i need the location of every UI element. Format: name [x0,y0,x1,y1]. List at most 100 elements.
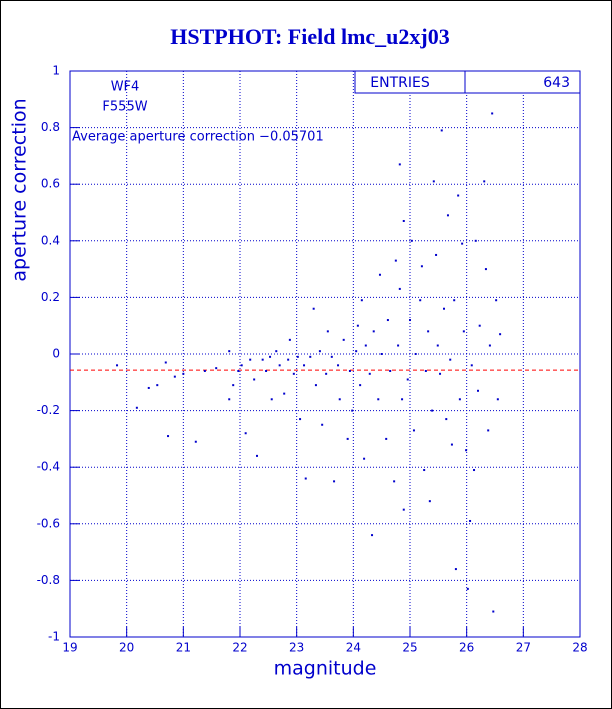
point [478,324,481,327]
point [412,429,415,432]
point [402,508,405,511]
x-tick-label: 26 [459,641,474,655]
point [401,398,404,401]
y-tick-label: 0.6 [41,177,60,191]
y-tick-label: -0.4 [37,460,60,474]
point [377,398,380,401]
point [414,353,417,355]
point [360,299,363,302]
y-tick-label: 0 [52,347,60,361]
point [356,324,359,327]
point [439,372,442,375]
point [450,443,453,446]
point [244,432,247,435]
point [488,344,491,347]
stats-value: 643 [543,75,570,91]
point [398,163,401,166]
point [173,375,176,378]
point [449,358,452,361]
point [228,350,231,353]
point [203,369,206,372]
point [427,330,430,333]
point [406,378,409,381]
point [419,299,422,302]
point [287,358,290,361]
y-tick-label: -1 [48,630,60,644]
point [491,112,494,115]
point [265,369,268,372]
point [495,299,498,302]
annotation: WF4 [111,80,140,95]
y-axis-label: aperture correction [9,98,31,281]
point [333,480,336,483]
y-tick-label: -0.6 [37,516,60,530]
point [487,429,490,432]
average-label: Average aperture correction −0.05701 [72,130,324,145]
point [423,469,426,472]
point [432,180,435,183]
x-tick-label: 24 [346,641,361,655]
point [454,568,457,571]
point [393,480,396,483]
point [337,364,340,367]
x-tick-label: 22 [232,641,247,655]
point [321,423,324,426]
stats-box [354,70,581,94]
point [346,437,349,440]
point [156,384,159,387]
point [402,219,405,222]
point [458,398,461,401]
point [278,364,281,367]
point [409,319,411,322]
point [453,299,456,302]
point [164,361,167,364]
point [283,392,286,395]
x-axis-label: magnitude [274,658,377,680]
point [398,287,401,290]
point [477,389,479,392]
point [469,519,472,522]
point [240,364,243,367]
x-tick-label: 21 [176,641,191,655]
point [342,338,345,341]
stats-label: ENTRIES [370,75,430,91]
point [318,350,321,353]
point [410,239,413,242]
point [312,307,315,310]
point [428,500,431,503]
y-tick-label: 1 [52,64,60,78]
point [116,364,119,367]
point [473,469,476,472]
point [371,534,374,537]
point [249,358,252,361]
point [470,364,473,367]
y-tick-label: 0.2 [41,290,60,304]
point [275,350,278,353]
point [288,338,291,341]
point [461,242,464,245]
point [270,398,273,401]
y-tick-label: 0.4 [41,233,60,247]
point [215,367,218,370]
point [351,409,354,412]
chart-title: HSTPHOT: Field lmc_u2xj03 [170,24,449,49]
point [436,344,439,347]
point [484,268,487,271]
point [424,369,427,372]
point [435,253,438,256]
point [420,265,423,268]
point [232,384,235,387]
point [194,440,197,443]
x-tick-label: 28 [572,641,587,655]
point [325,372,328,375]
point [431,409,434,412]
point [440,129,443,132]
x-tick-label: 25 [402,641,417,655]
point [446,214,449,217]
point [483,180,486,183]
point [445,418,448,421]
point [135,406,138,409]
point [309,355,312,358]
